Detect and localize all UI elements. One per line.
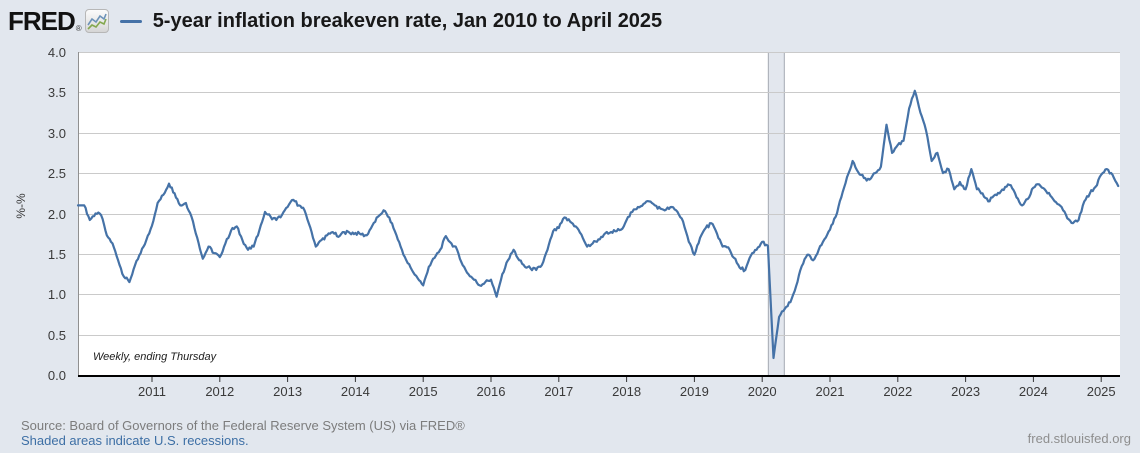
fred-logo[interactable]: FRED ® [8, 8, 82, 34]
y-tick-label: 2.5 [47, 166, 66, 182]
registered-trademark: ® [75, 24, 82, 33]
x-tick-label: 2012 [205, 384, 235, 399]
y-tick-label: 4.0 [47, 45, 66, 60]
y-tick-label: 3.5 [47, 85, 66, 101]
y-tick-label: 0.5 [47, 327, 66, 343]
source-text: Source: Board of Governors of the Federa… [21, 418, 465, 433]
plot-area[interactable] [76, 52, 1120, 386]
recession-note-link[interactable]: Shaded areas indicate U.S. recessions. [21, 433, 249, 448]
x-tick-label: 2019 [679, 384, 709, 399]
y-tick-label: 0.0 [47, 368, 66, 383]
plot-background [78, 52, 1120, 375]
sparkline-green-line [87, 18, 107, 30]
x-tick-label: 2014 [340, 384, 370, 399]
chart-header: FRED ® 5-year inflation breakeven rate, … [8, 6, 662, 36]
chart-title: 5-year inflation breakeven rate, Jan 201… [152, 10, 663, 32]
fred-site-link[interactable]: fred.stlouisfed.org [1027, 431, 1131, 446]
x-tick-label: 2013 [273, 384, 303, 399]
x-tick-label: 2016 [476, 384, 506, 399]
x-tick-label: 2015 [408, 384, 438, 399]
y-tick-label: 1.5 [47, 246, 66, 262]
x-tick-label: 2025 [1086, 384, 1116, 399]
x-tick-label: 2023 [951, 384, 981, 399]
sparkline-blue-line [87, 13, 107, 26]
x-tick-label: 2020 [747, 384, 777, 399]
series-legend-dash [119, 19, 142, 23]
frequency-note: Weekly, ending Thursday [93, 351, 217, 363]
x-tick-label: 2022 [883, 384, 913, 399]
x-tick-label: 2017 [544, 384, 574, 399]
y-tick-label: 3.0 [47, 125, 66, 141]
x-tick-label: 2011 [138, 384, 166, 399]
x-tick-label: 2021 [815, 384, 845, 399]
y-tick-label: 1.0 [47, 287, 66, 303]
data-series-line[interactable] [76, 89, 1120, 360]
x-tick-label: 2024 [1018, 384, 1048, 399]
y-tick-label: 2.0 [47, 206, 66, 222]
fred-logo-text: FRED [8, 6, 76, 36]
fred-sparkline-icon [84, 9, 109, 33]
x-tick-label: 2018 [612, 384, 642, 399]
recession-band [767, 52, 785, 375]
